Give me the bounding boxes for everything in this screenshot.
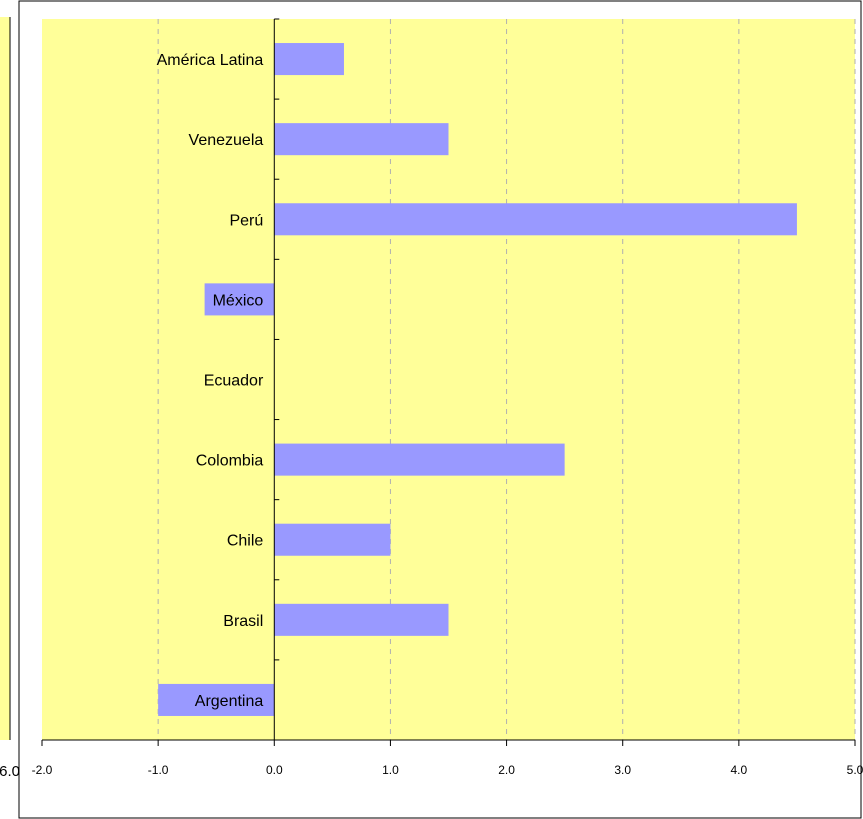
axis	[41, 18, 856, 746]
category-label: Perú	[229, 212, 263, 229]
bar	[274, 203, 797, 236]
x-tick-label: 0.0	[266, 763, 283, 777]
category-label: Colombia	[196, 453, 264, 470]
left-panel-tick-label: 6.0	[0, 763, 20, 780]
bar	[274, 43, 344, 76]
left-panel-plot-area	[0, 17, 10, 740]
x-tick-label: 5.0	[847, 763, 863, 777]
bar	[204, 283, 275, 316]
category-label: América Latina	[157, 52, 264, 69]
bar	[274, 523, 391, 556]
x-tick-label: 2.0	[498, 763, 515, 777]
x-tick-label: -1.0	[148, 763, 169, 777]
category-label: Argentina	[195, 693, 264, 710]
x-tick-label: 4.0	[731, 763, 748, 777]
x-tick-label: 1.0	[382, 763, 399, 777]
x-tick-labels: -2.0 -1.0 0.0 1.0 2.0 3.0 4.0 5.0	[32, 763, 863, 777]
category-label: Ecuador	[204, 373, 264, 390]
x-tick-label: 3.0	[614, 763, 631, 777]
x-tick-label: -2.0	[32, 763, 53, 777]
category-label: Chile	[227, 533, 264, 550]
bar	[274, 123, 449, 156]
category-label: Venezuela	[189, 132, 264, 149]
bar	[274, 603, 449, 636]
bar	[158, 683, 275, 716]
bar	[274, 443, 565, 476]
category-label: Brasil	[223, 613, 263, 630]
category-labels: América Latina Venezuela Perú México Ecuador…	[157, 52, 264, 710]
category-label: México	[213, 292, 264, 309]
bars	[158, 43, 797, 716]
